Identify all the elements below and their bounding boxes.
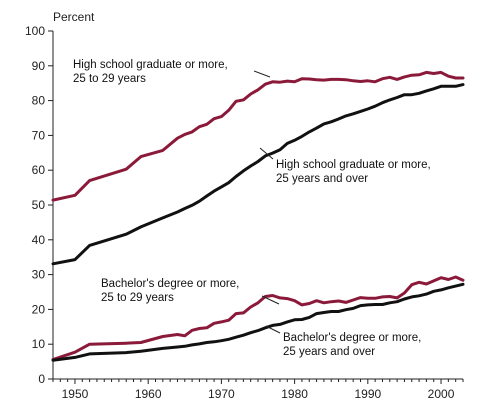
y-tick-label-40: 40 [32, 233, 46, 247]
series-label-1-line-1: High school graduate or more, [73, 59, 228, 71]
series-label-1-line-2: 25 to 29 years [73, 73, 146, 85]
y-tick-label-90: 90 [32, 59, 46, 73]
series-label-1-leader [253, 70, 271, 78]
y-tick-label-70: 70 [32, 128, 46, 142]
series-line-3 [51, 275, 465, 361]
series-layer [51, 70, 465, 362]
series-label-1: High school graduate or more, 25 to 29 ye… [73, 59, 271, 85]
y-tick-label-0: 0 [38, 372, 45, 386]
x-tick-label-1980: 1980 [281, 387, 308, 401]
series-label-3-line-2: 25 to 29 years [101, 292, 174, 304]
axes: 0 10 20 30 40 50 60 70 80 90 100 1950 1960 1970 1980 19… [25, 24, 464, 401]
y-tick-label-50: 50 [32, 198, 46, 212]
x-tick-label-1970: 1970 [208, 387, 235, 401]
series-label-2: High school graduate or more, 25 years an… [259, 147, 431, 185]
y-tick-label-10: 10 [32, 337, 46, 351]
series-label-3: Bachelor's degree or more, 25 to 29 years [101, 278, 280, 305]
series-label-4-line-1: Bachelor's degree or more, [283, 332, 421, 344]
y-tick-label-100: 100 [25, 24, 45, 38]
series-label-2-line-1: High school graduate or more, [276, 159, 431, 171]
series-labels: High school graduate or more, 25 to 29 ye… [73, 59, 431, 358]
series-label-4-line-2: 25 years and over [283, 346, 375, 358]
y-tick-label-80: 80 [32, 94, 46, 108]
x-tick-label-1990: 1990 [354, 387, 381, 401]
series-line-2 [51, 83, 465, 266]
x-tick-label-1960: 1960 [135, 387, 162, 401]
y-tick-label-30: 30 [32, 268, 46, 282]
series-label-4: Bachelor's degree or more, 25 years and o… [265, 325, 421, 358]
series-label-2-line-2: 25 years and over [276, 173, 368, 185]
series-label-3-line-1: Bachelor's degree or more, [101, 278, 239, 290]
series-line-4 [51, 282, 465, 362]
y-axis-unit-label: Percent [53, 10, 95, 24]
series-line-1 [51, 70, 465, 202]
x-tick-label-2000: 2000 [428, 387, 455, 401]
x-tick-label-1950: 1950 [62, 387, 89, 401]
y-tick-label-20: 20 [32, 302, 46, 316]
y-tick-label-60: 60 [32, 163, 46, 177]
series-label-4-leader [265, 325, 281, 334]
series-label-3-leader [261, 295, 280, 305]
series-label-2-leader [259, 147, 274, 160]
